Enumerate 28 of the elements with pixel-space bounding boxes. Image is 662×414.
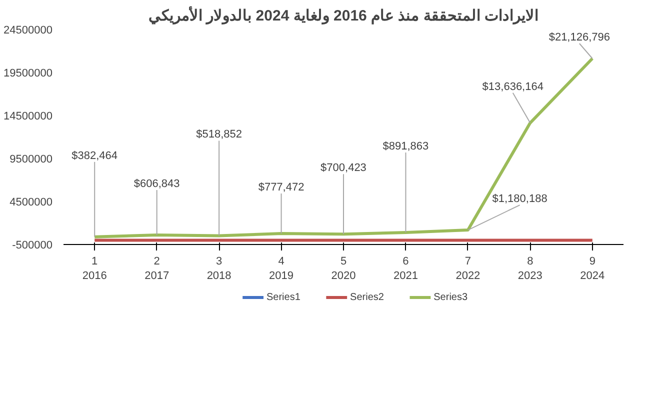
data-label: $606,843 [134, 178, 180, 190]
x-tick-label: 3 2018 [206, 256, 232, 282]
x-tick-label: 4 2019 [269, 256, 294, 282]
data-label: $518,852 [196, 128, 242, 141]
x-tick-label: 2 2017 [144, 256, 170, 282]
y-tick-label: 4500000 [10, 196, 53, 208]
x-tick-label: 6 2021 [393, 256, 418, 282]
y-tick-label: 9500000 [10, 154, 53, 166]
data-label: $382,464 [72, 150, 118, 162]
x-tick-label: 9 2024 [580, 256, 605, 282]
legend-label: Series3 [434, 292, 468, 303]
x-tick-label: 1 2016 [82, 256, 107, 282]
data-label: $13,636,164 [482, 80, 544, 93]
legend-label: Series2 [350, 292, 384, 303]
x-tick-label: 5 2020 [331, 256, 356, 282]
data-label: $1,180,188 [492, 193, 548, 206]
y-tick-label: 19500000 [4, 68, 53, 80]
chart-title: الايرادات المتحققة منذ عام 2016 ولغاية 2024 بالدولار الأمريكي [148, 6, 539, 26]
y-tick-label: 14500000 [4, 110, 53, 122]
x-tick-label: 7 2022 [456, 256, 480, 282]
data-label: $891,863 [382, 140, 429, 153]
legend-label: Series1 [266, 292, 301, 303]
data-label: $21,126,796 [548, 32, 610, 44]
x-tick-label: 8 2023 [518, 256, 542, 282]
data-label: $777,472 [258, 182, 304, 194]
data-label: $700,423 [320, 162, 366, 174]
y-tick-label: -500000 [12, 240, 53, 252]
y-tick-label: 24500000 [4, 24, 53, 36]
